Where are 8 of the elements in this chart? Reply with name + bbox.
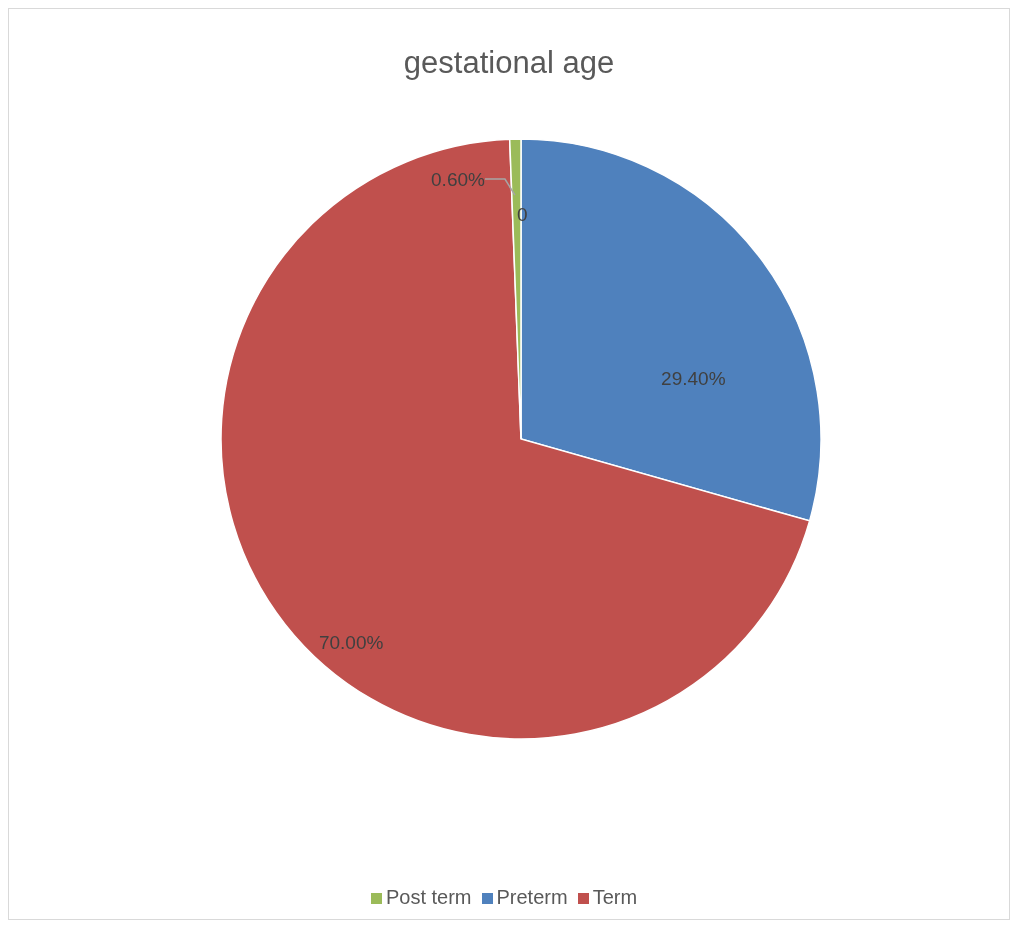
chart-title: gestational age (402, 44, 616, 80)
data-label: 0.60% (431, 168, 486, 190)
legend-label: Term (592, 886, 638, 908)
legend-label: Post term (385, 886, 472, 908)
data-label: 70.00% (318, 631, 384, 653)
text: 0 (517, 204, 528, 226)
data-label: 29.40% (661, 368, 726, 390)
legend-label: Preterm (496, 886, 568, 908)
